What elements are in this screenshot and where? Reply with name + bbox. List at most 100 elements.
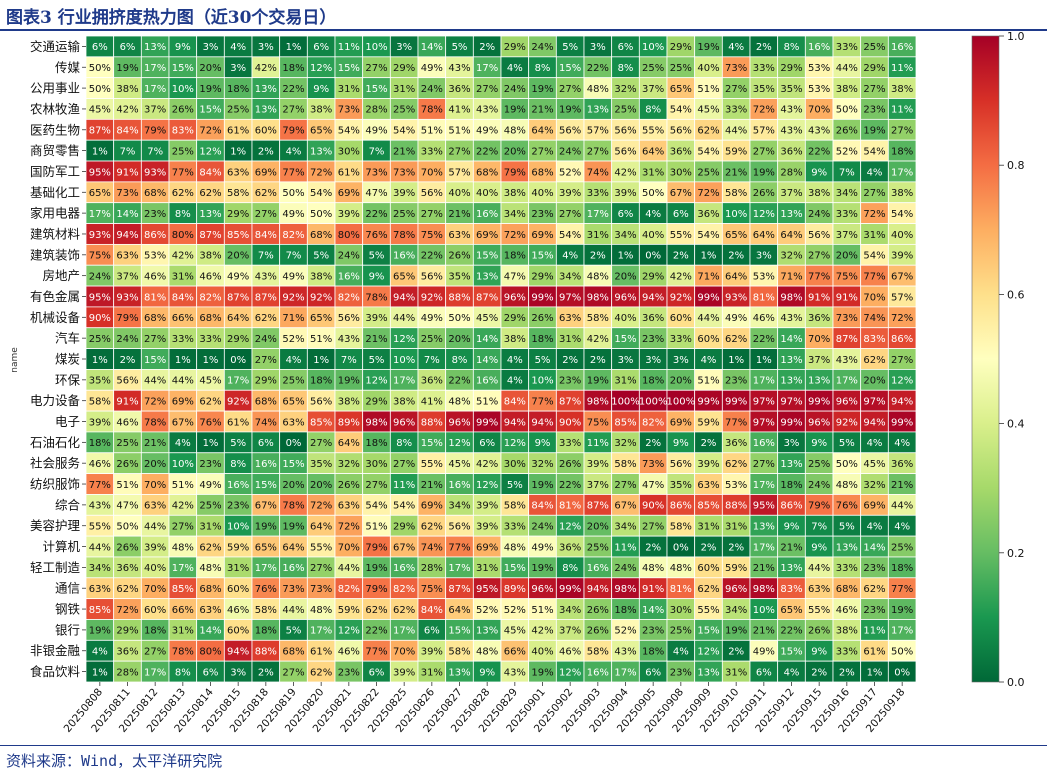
cell-value-label: 8% <box>535 63 551 74</box>
cell-value-label: 27% <box>255 355 277 366</box>
cell-value-label: 29% <box>863 63 885 74</box>
cell-value-label: 34% <box>448 501 470 512</box>
cell-value-label: 69% <box>670 417 692 428</box>
cell-value-label: 18% <box>504 251 526 262</box>
cell-value-label: 5% <box>839 438 855 449</box>
cell-value-label: 17% <box>753 376 775 387</box>
cell-value-label: 73% <box>310 584 332 595</box>
cell-value-label: 15% <box>282 459 304 470</box>
row-labels: 交通运输传媒公用事业农林牧渔医药生物商贸零售国防军工基础化工家用电器建筑材料建筑… <box>30 39 86 679</box>
cell-value-label: 22% <box>476 146 498 157</box>
cell-value-label: 38% <box>310 105 332 116</box>
cell-value-label: 79% <box>365 584 387 595</box>
row-label: 机械设备 <box>30 310 81 325</box>
cell-value-label: 66% <box>504 647 526 658</box>
cell-value-label: 36% <box>670 146 692 157</box>
cell-value-label: 18% <box>891 146 913 157</box>
cell-value-label: 40% <box>614 313 636 324</box>
cell-value-label: 58% <box>504 501 526 512</box>
cell-value-label: 45% <box>863 459 885 470</box>
cell-value-label: 37% <box>116 271 138 282</box>
cell-value-label: 64% <box>310 522 332 533</box>
cell-value-label: 30% <box>338 146 360 157</box>
cell-value-label: 22% <box>753 334 775 345</box>
cell-value-label: 84% <box>531 501 553 512</box>
cell-value-label: 94% <box>393 292 415 303</box>
cell-value-label: 64% <box>338 438 360 449</box>
cell-value-label: 84% <box>199 167 221 178</box>
cell-value-label: 53% <box>808 63 830 74</box>
cell-value-label: 90% <box>89 313 111 324</box>
cell-value-label: 91% <box>836 292 858 303</box>
row-label: 电力设备 <box>30 393 81 408</box>
cell-value-label: 34% <box>504 209 526 220</box>
cell-value-label: 6% <box>479 438 495 449</box>
cell-value-label: 76% <box>365 230 387 241</box>
cell-value-label: 16% <box>476 376 498 387</box>
cell-value-label: 17% <box>227 376 249 387</box>
cell-value-label: 9% <box>369 271 385 282</box>
cell-value-label: 27% <box>282 105 304 116</box>
cell-value-label: 78% <box>144 417 166 428</box>
cell-value-label: 68% <box>199 584 221 595</box>
cell-value-label: 5% <box>230 438 246 449</box>
cell-value-label: 29% <box>531 271 553 282</box>
cell-value-label: 25% <box>393 209 415 220</box>
cell-value-label: 63% <box>697 480 719 491</box>
cell-value-label: 4% <box>507 63 523 74</box>
cell-value-label: 91% <box>116 167 138 178</box>
colorbar-tick-label: 0.2 <box>1007 547 1025 560</box>
cell-value-label: 82% <box>282 230 304 241</box>
cell-value-label: 15% <box>255 480 277 491</box>
cell-value-label: 12% <box>504 438 526 449</box>
cell-value-label: 2% <box>562 355 578 366</box>
cell-value-label: 96% <box>614 292 636 303</box>
cell-value-label: 70% <box>808 105 830 116</box>
cell-value-label: 98% <box>365 417 387 428</box>
cell-value-label: 33% <box>836 42 858 53</box>
cell-value-label: 12% <box>448 438 470 449</box>
cell-value-label: 89% <box>504 584 526 595</box>
cell-value-label: 34% <box>836 188 858 199</box>
cell-value-label: 37% <box>836 230 858 241</box>
cell-value-label: 33% <box>199 334 221 345</box>
cell-value-label: 83% <box>172 126 194 137</box>
cell-value-label: 88% <box>421 417 443 428</box>
cell-value-label: 22% <box>780 626 802 637</box>
cell-value-label: 31% <box>393 84 415 95</box>
cell-value-label: 23% <box>670 667 692 678</box>
cell-value-label: 22% <box>808 146 830 157</box>
cell-value-label: 4% <box>175 438 191 449</box>
cell-value-label: 8% <box>452 355 468 366</box>
cell-value-label: 52% <box>836 146 858 157</box>
cell-value-label: 64% <box>642 146 664 157</box>
title-divider <box>0 29 1047 31</box>
cell-value-label: 88% <box>448 292 470 303</box>
cell-value-label: 29% <box>504 42 526 53</box>
cell-value-label: 69% <box>863 501 885 512</box>
cell-value-label: 99% <box>891 417 913 428</box>
cell-value-label: 39% <box>421 647 443 658</box>
cell-value-label: 27% <box>559 84 581 95</box>
cell-value-label: 54% <box>697 146 719 157</box>
cell-value-label: 42% <box>172 251 194 262</box>
cell-value-label: 32% <box>338 459 360 470</box>
cell-value-label: 38% <box>836 626 858 637</box>
cell-value-label: 7% <box>258 251 274 262</box>
cell-value-label: 27% <box>144 647 166 658</box>
cell-value-label: 23% <box>559 376 581 387</box>
cell-value-label: 45% <box>504 626 526 637</box>
cell-value-label: 31% <box>172 626 194 637</box>
cell-value-label: 9% <box>811 167 827 178</box>
cell-value-label: 1% <box>286 42 302 53</box>
cell-value-label: 4% <box>867 167 883 178</box>
cell-value-label: 64% <box>531 126 553 137</box>
cell-value-label: 13% <box>780 563 802 574</box>
cell-value-label: 62% <box>310 667 332 678</box>
cell-value-label: 8% <box>175 667 191 678</box>
cell-value-label: 0% <box>286 438 302 449</box>
cell-value-label: 15% <box>365 84 387 95</box>
cell-value-label: 22% <box>421 251 443 262</box>
cell-value-label: 48% <box>172 542 194 553</box>
row-label: 国防军工 <box>30 164 80 179</box>
